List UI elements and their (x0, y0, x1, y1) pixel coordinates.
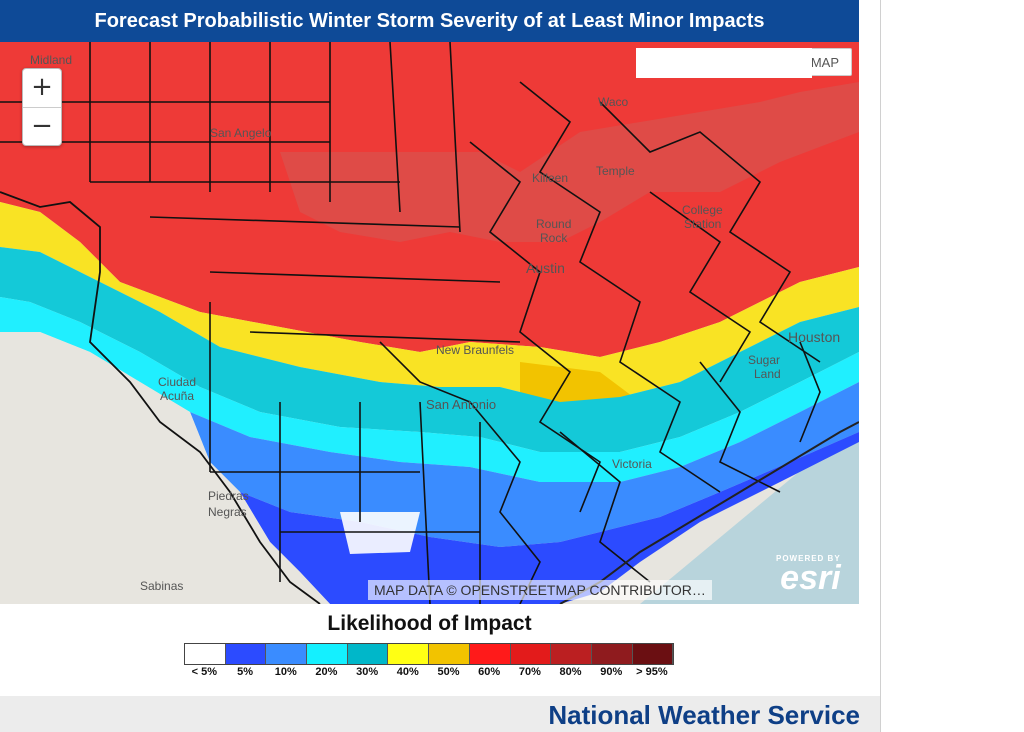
legend-title: Likelihood of Impact (327, 612, 532, 635)
forecast-panel: Forecast Probabilistic Winter Storm Seve… (0, 0, 881, 732)
svg-text:Land: Land (754, 367, 781, 381)
legend-swatch (429, 644, 470, 664)
legend-swatch (591, 644, 633, 664)
legend-label: 70% (518, 666, 541, 678)
svg-text:Sugar: Sugar (748, 353, 780, 367)
zoom-out-button[interactable]: − (23, 107, 61, 146)
legend-swatch (632, 644, 674, 664)
svg-text:Killeen: Killeen (532, 171, 568, 185)
svg-text:Round: Round (536, 217, 571, 231)
legend-label: 60% (478, 666, 501, 678)
legend-color-bar (184, 643, 675, 665)
legend-label: 80% (559, 666, 582, 678)
svg-text:Negras: Negras (208, 505, 247, 519)
esri-logo[interactable]: POWERED BY esri (776, 554, 841, 597)
legend-label: 90% (600, 666, 623, 678)
svg-text:Victoria: Victoria (612, 457, 652, 471)
footer: National Weather Service (0, 696, 880, 732)
zoom-in-button[interactable]: + (31, 72, 53, 102)
legend-swatch (347, 644, 389, 664)
legend-swatch (185, 644, 226, 664)
svg-text:Piedras: Piedras (208, 489, 249, 503)
place-labels: Midland San Angelo Waco Killeen Temple C… (30, 53, 840, 593)
svg-text:Waco: Waco (598, 95, 629, 109)
svg-text:Station: Station (684, 217, 721, 231)
svg-text:Midland: Midland (30, 53, 72, 67)
band-40pct (0, 202, 859, 402)
basemap-button-redacted (636, 48, 812, 78)
band-20pct (0, 297, 859, 482)
page-title: Forecast Probabilistic Winter Storm Seve… (0, 0, 859, 42)
svg-text:Acuña: Acuña (160, 389, 194, 403)
svg-text:Temple: Temple (596, 164, 635, 178)
impact-map: Midland San Angelo Waco Killeen Temple C… (0, 42, 859, 604)
svg-text:Ciudad: Ciudad (158, 375, 196, 389)
band-10pct (190, 382, 859, 547)
legend-swatch (551, 644, 592, 664)
esri-wordmark: esri (780, 559, 841, 597)
legend-label: < 5% (191, 666, 218, 678)
legend-swatch (225, 644, 267, 664)
legend-label: 20% (315, 666, 338, 678)
legend-labels: < 5% 5% 10% 20% 30% 40% 50% 60% 70% 80% 90% > 95% (184, 666, 672, 678)
svg-text:Sabinas: Sabinas (140, 579, 183, 593)
legend-swatch (510, 644, 552, 664)
svg-text:College: College (682, 203, 723, 217)
legend-swatch (307, 644, 348, 664)
county-boundaries (0, 42, 821, 604)
svg-text:Austin: Austin (526, 260, 565, 276)
esri-powered-by: POWERED BY (776, 554, 841, 563)
legend-swatch (266, 644, 308, 664)
svg-text:Houston: Houston (788, 329, 840, 345)
legend-swatch (469, 644, 511, 664)
legend-label: 10% (274, 666, 297, 678)
band-5pct (240, 432, 859, 604)
legend-swatch (388, 644, 430, 664)
below-5pct-area (0, 332, 330, 604)
legend-label: 40% (396, 666, 419, 678)
legend-label: 5% (237, 666, 253, 678)
band-30pct (0, 247, 859, 452)
legend-label: 50% (437, 666, 460, 678)
agency-name: National Weather Service (548, 700, 860, 730)
band-70pct (280, 82, 859, 242)
legend-label: > 95% (636, 666, 668, 678)
map-attribution[interactable]: MAP DATA © OPENSTREETMAP CONTRIBUTOR… (368, 580, 712, 600)
svg-text:San Antonio: San Antonio (426, 397, 496, 412)
svg-text:Rock: Rock (540, 231, 568, 245)
svg-text:San Angelo: San Angelo (210, 126, 272, 140)
map-view[interactable]: Midland San Angelo Waco Killeen Temple C… (0, 42, 859, 604)
legend-label: 30% (356, 666, 379, 678)
svg-text:New Braunfels: New Braunfels (436, 343, 514, 357)
zoom-control: + − (22, 68, 62, 146)
